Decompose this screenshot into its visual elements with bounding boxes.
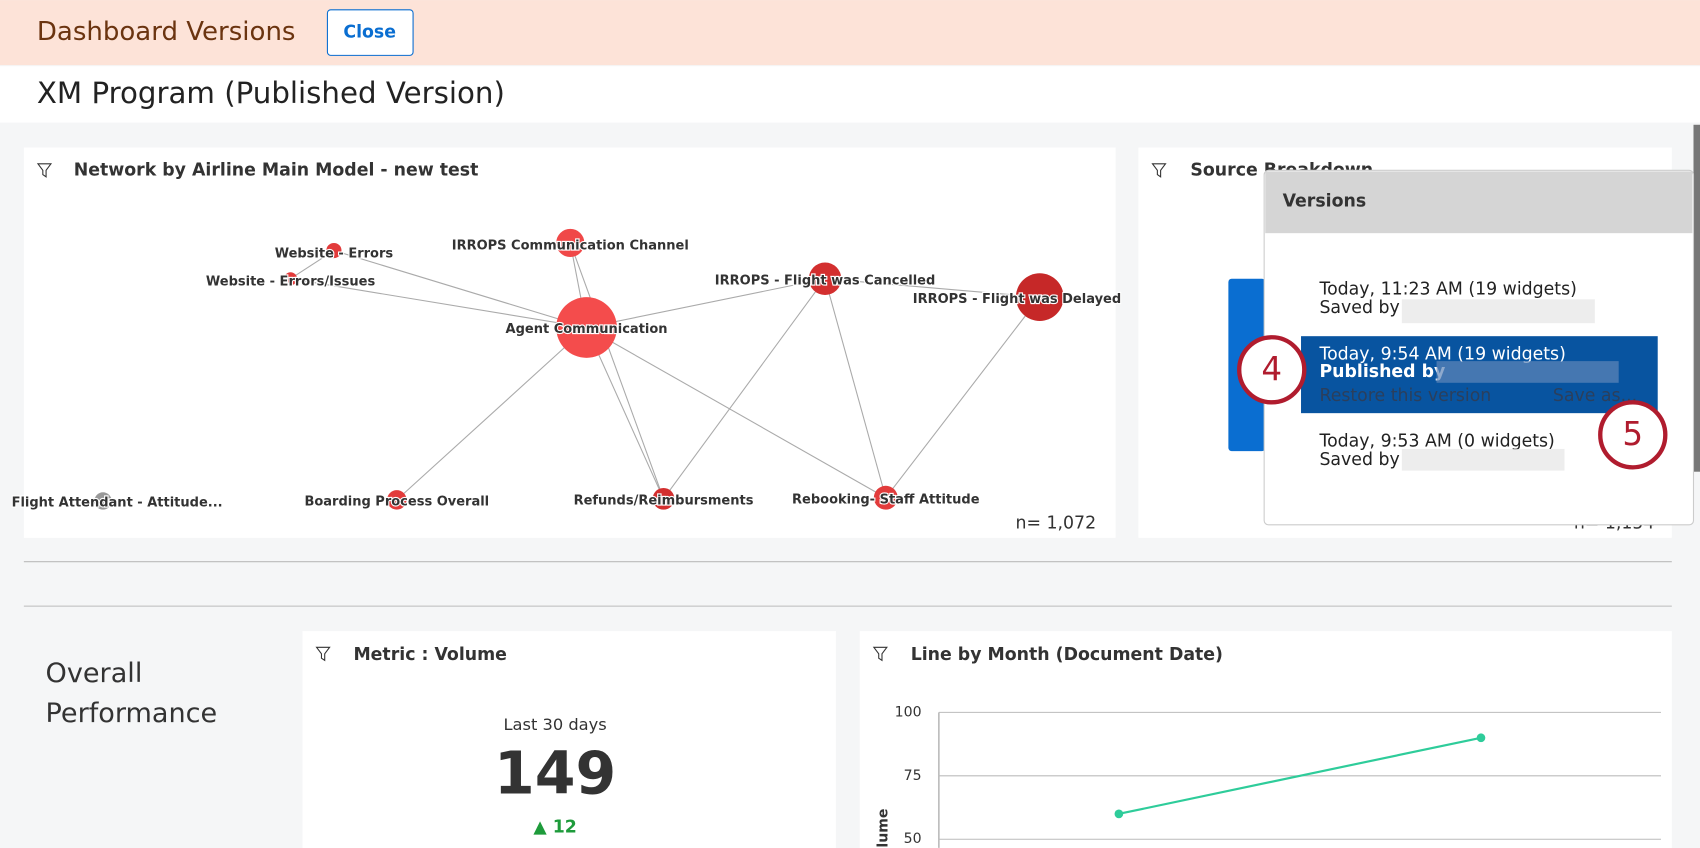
network-edge [333,250,587,329]
callout-number: 5 [1622,415,1643,453]
node-label: Boarding Process Overall [304,495,489,510]
network-edge [586,327,887,499]
widget-title: Metric : Volume [353,645,506,665]
node-label: Flight Attendant - Attitude... [12,496,223,511]
version-author: Saved by [1319,298,1399,318]
metric-period: Last 30 days [503,715,606,734]
widget-title: Network by Airline Main Model - new test [74,160,479,180]
callout [1237,335,1307,405]
filter-icon [36,163,53,178]
network-edge [290,250,335,280]
network-edge [824,278,887,498]
node-label: IRROPS - Flight was Cancelled [715,273,936,288]
node-label: IRROPS - Flight was Delayed [913,292,1121,307]
y-tick-label: 75 [904,768,922,784]
line-widget [859,631,1672,848]
network-node [873,485,898,510]
network-edge [586,327,665,500]
section-title: Performance [46,698,218,729]
scrollbar [1693,124,1700,472]
node-label: Agent Communication [506,322,668,337]
filter-icon [315,646,331,662]
line-point [1476,733,1486,743]
close-button[interactable] [326,9,414,56]
network-edge [885,296,1041,499]
version-date[interactable]: Today, 11:23 AM (19 widgets) [1318,280,1576,300]
restore-action[interactable]: Restore this version [1319,386,1491,406]
versions-title: Versions [1283,192,1367,212]
n-label: n= 1,072 [1015,514,1096,534]
node-label: Rebooking- Staff Attitude [792,492,980,507]
callout [1598,400,1668,470]
line-series [1118,736,1482,815]
metric-change: ▲ 12 [533,817,576,837]
network-node [808,262,842,295]
network-node [1015,273,1064,322]
node-label: Website - Errors/Issues [206,274,376,289]
version-date[interactable]: Today, 9:54 AM (19 widgets) [1318,345,1565,365]
header-title: Dashboard Versions [37,17,296,47]
network-edge [569,242,665,499]
blurred-name [1401,299,1595,324]
network-edge [663,278,826,500]
section-title: Overall [46,658,143,689]
y-tick-label: 50 [904,831,922,847]
callout-number: 4 [1261,350,1282,388]
version-author: Saved by [1319,450,1399,470]
network-node [326,242,342,259]
blurred-name [1436,361,1619,383]
blurred-name [1401,448,1565,471]
dashboard-title: XM Program (Published Version) [37,76,505,110]
version-author: Published by [1319,362,1445,382]
network-node [556,297,617,358]
network-node [387,490,407,510]
network-node [652,487,675,510]
metric-value: 149 [494,740,616,808]
network-edge [825,278,1040,298]
network-node [94,492,112,510]
y-axis-label: Volume [876,809,892,848]
version-date[interactable]: Today, 9:53 AM (0 widgets) [1318,431,1554,451]
title-bar [0,66,1700,123]
network-edge [290,278,587,329]
network-node [284,272,298,286]
network-edge [396,327,587,501]
node-label: Refunds/Reimbursments [574,493,754,508]
header-bar [0,0,1700,66]
network-edge [586,278,826,329]
versions-header [1265,171,1693,234]
metric-widget [302,631,836,848]
close-label[interactable]: Close [343,23,396,43]
filter-icon [872,646,888,662]
save-as-action[interactable]: Save as... [1553,386,1637,406]
filter-icon [1151,163,1167,178]
node-label: Website - Errors [275,246,394,261]
network-node [556,228,585,258]
node-label: IRROPS Communication Channel [452,239,689,254]
y-tick-label: 100 [895,704,922,720]
widget-title: Line by Month (Document Date) [911,645,1223,665]
line-point [1114,809,1124,819]
